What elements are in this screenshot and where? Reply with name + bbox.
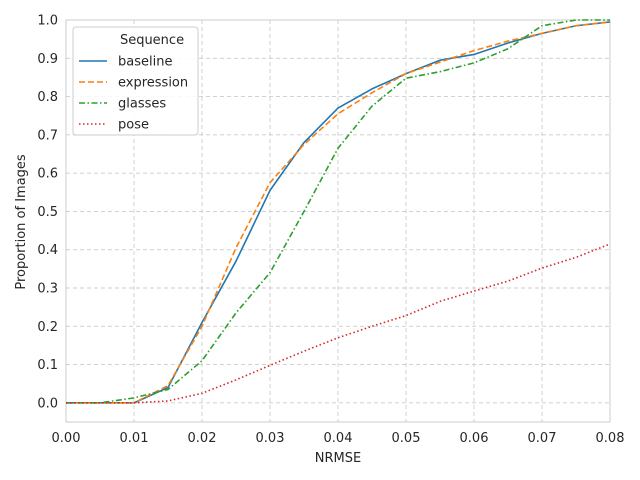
y-tick-label: 0.5	[37, 205, 58, 220]
y-tick-label: 0.2	[37, 320, 58, 335]
x-tick-label: 0.01	[120, 431, 149, 446]
plot-frame	[65, 19, 611, 423]
y-tick-label: 0.0	[37, 396, 58, 411]
legend-title: Sequence	[120, 33, 184, 48]
y-tick-label: 1.0	[37, 14, 58, 29]
x-tick-label: 0.05	[392, 431, 421, 446]
y-tick-label: 0.6	[37, 167, 58, 182]
x-tick-label: 0.06	[460, 431, 489, 446]
plot-border	[65, 19, 611, 423]
x-tick-label: 0.04	[324, 431, 353, 446]
x-tick-label: 0.02	[188, 431, 217, 446]
y-tick-label: 0.8	[37, 90, 58, 105]
legend-label-baseline: baseline	[118, 55, 172, 70]
y-tick-label: 0.9	[37, 52, 58, 67]
legend-box	[72, 26, 199, 136]
y-tick-labels: 0.0 0.1 0.2 0.3 0.4 0.5 0.6 0.7 0.8 0.9 1.0	[37, 14, 58, 412]
series-line-glasses	[66, 19, 610, 404]
legend-label-pose: pose	[118, 118, 149, 133]
y-tick-label: 0.1	[37, 358, 58, 373]
legend-label-glasses: glasses	[118, 97, 166, 112]
y-tick-label: 0.3	[37, 282, 58, 297]
legend-label-expression: expression	[118, 76, 188, 91]
x-tick-label: 0.03	[256, 431, 285, 446]
x-tick-label: 0.08	[596, 431, 625, 446]
x-tick-label: 0.07	[528, 431, 557, 446]
y-tick-label: 0.4	[37, 243, 58, 258]
x-tick-label: 0.00	[52, 431, 81, 446]
x-axis-title: NRMSE	[315, 451, 361, 466]
y-tick-label: 0.7	[37, 128, 58, 143]
x-tick-labels: 0.00 0.01 0.02 0.03 0.04 0.05 0.06 0.07 0.08	[52, 431, 625, 446]
series-line-expression	[66, 21, 611, 404]
y-axis-title: Proportion of Images	[14, 154, 29, 290]
series-lines	[66, 19, 611, 404]
legend: Sequence baseline expression glasses pose	[72, 26, 199, 136]
